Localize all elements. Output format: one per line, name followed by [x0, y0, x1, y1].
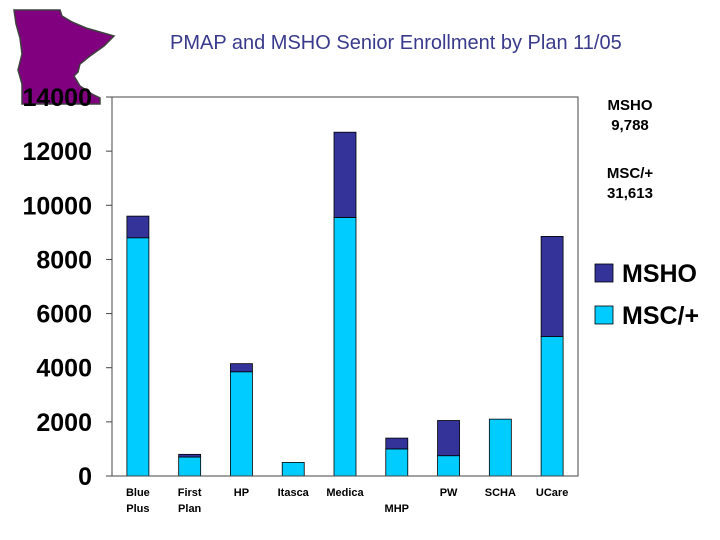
x-tick-label: Blue Plus	[126, 487, 150, 515]
chart-title: PMAP and MSHO Senior Enrollment by Plan …	[170, 32, 622, 54]
y-axis: 0 2000 4000 6000 8000 10000 12000 14000	[22, 84, 112, 491]
bar-segment-msho	[385, 437, 409, 450]
x-axis-labels: Blue Plus First Plan HP Itasca Medica MHP PW SCHA…	[126, 487, 568, 515]
bar-segment-msho	[437, 420, 460, 457]
legend-label: MSC/+	[622, 302, 699, 330]
y-tick-label: 10000	[22, 192, 92, 220]
x-tick-label: Medica	[326, 487, 364, 499]
x-tick-label: HP	[234, 487, 249, 499]
bar-segment-msc	[333, 217, 357, 477]
bar-segment-msc	[540, 336, 564, 477]
y-tick-label: 4000	[36, 355, 92, 383]
x-tick-label: PW	[440, 487, 458, 499]
y-tick-label: 12000	[22, 138, 92, 166]
plot-border	[111, 96, 579, 477]
y-tick-label: 2000	[36, 409, 92, 437]
msc-total-name: MSC/+	[606, 165, 654, 182]
bar-segment-msc	[230, 371, 253, 477]
bar-segment-msc	[385, 448, 409, 477]
bar-segment-msho	[126, 215, 150, 239]
bar-segment-msc	[281, 462, 305, 477]
y-tick-label: 8000	[36, 246, 92, 274]
legend-swatch	[594, 263, 614, 283]
bar-segment-msc	[488, 418, 512, 477]
msho-total-annotation: MSHO 9,788	[575, 96, 685, 136]
bar-segment-msho	[230, 363, 253, 373]
x-tick-label: First Plan	[178, 487, 202, 515]
msc-total-value: 31,613	[607, 185, 653, 202]
y-tick-label: 0	[78, 463, 92, 491]
x-tick-label: SCHA	[485, 487, 516, 499]
bar-segment-msc	[437, 455, 460, 477]
x-tick-label: UCare	[536, 487, 568, 499]
bar-segment-msho	[333, 131, 357, 218]
msc-total-annotation: MSC/+ 31,613	[575, 164, 685, 204]
y-tick-label: 6000	[36, 301, 92, 329]
minnesota-map-logo	[13, 9, 116, 105]
bar-segment-msc	[126, 237, 150, 477]
msho-total-name: MSHO	[607, 97, 653, 114]
legend-label: MSHO	[622, 260, 697, 288]
x-tick-label: Itasca	[278, 487, 310, 499]
bar-segment-msho	[178, 453, 202, 458]
legend: MSHO MSC/+	[594, 260, 699, 330]
bars	[126, 131, 564, 477]
msho-total-value: 9,788	[611, 117, 649, 134]
bar-segment-msc	[178, 456, 202, 477]
legend-swatch	[594, 305, 614, 325]
y-tick-label: 14000	[22, 84, 92, 112]
x-tick-label: MHP	[385, 503, 409, 515]
bar-segment-msho	[540, 236, 564, 337]
